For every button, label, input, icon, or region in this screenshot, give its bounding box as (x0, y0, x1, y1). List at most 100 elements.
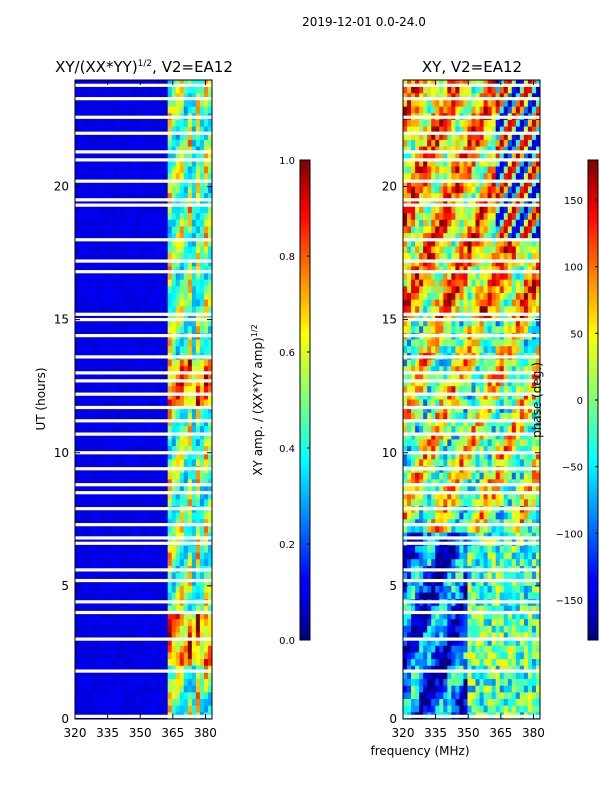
heatmap-cell (95, 585, 100, 593)
heatmap-cell (423, 133, 428, 141)
heatmap-cell (191, 86, 197, 94)
heatmap-cell (187, 419, 193, 427)
heatmap-cell (451, 186, 456, 194)
heatmap-cell (167, 186, 173, 194)
heatmap-cell (131, 286, 136, 294)
heatmap-cell (203, 399, 209, 407)
heatmap-cell (83, 572, 88, 580)
heatmap-cell (475, 346, 480, 354)
heatmap-cell (139, 273, 144, 281)
heatmap-cell (123, 605, 128, 613)
heatmap-cell (155, 259, 161, 267)
heatmap-cell (503, 106, 509, 114)
heatmap-cell (171, 173, 177, 181)
heatmap-cell (479, 366, 484, 374)
heatmap-cell (195, 153, 201, 161)
heatmap-cell (99, 472, 104, 480)
heatmap-cell (175, 266, 181, 274)
heatmap-cell (135, 665, 140, 673)
heatmap-cell (523, 106, 529, 114)
heatmap-cell (515, 253, 521, 261)
heatmap-cell (187, 319, 193, 327)
heatmap-cell (151, 326, 156, 334)
heatmap-cell (187, 492, 193, 500)
heatmap-cell (535, 206, 541, 214)
heatmap-cell (111, 173, 116, 181)
heatmap-cell (79, 705, 84, 713)
heatmap-cell (183, 213, 189, 221)
heatmap-cell (455, 259, 460, 267)
heatmap-cell (195, 572, 201, 580)
heatmap-cell (107, 632, 112, 640)
heatmap-cell (163, 519, 169, 527)
heatmap-cell (107, 679, 112, 687)
heatmap-cell (159, 545, 165, 553)
heatmap-cell (127, 286, 132, 294)
heatmap-cell (135, 652, 140, 660)
heatmap-cell (431, 199, 436, 207)
heatmap-cell (123, 93, 128, 101)
heatmap-cell (107, 479, 112, 487)
heatmap-cell (115, 472, 120, 480)
heatmap-cell (459, 259, 464, 267)
heatmap-cell (479, 126, 484, 134)
heatmap-cell (403, 186, 408, 194)
heatmap-cell (83, 326, 88, 334)
heatmap-cell (139, 179, 144, 187)
heatmap-cell (203, 592, 209, 600)
heatmap-cell (171, 619, 177, 627)
heatmap-cell (191, 545, 197, 553)
heatmap-cell (95, 452, 100, 460)
heatmap-cell (467, 199, 472, 207)
heatmap-cell (199, 119, 205, 127)
heatmap-cell (403, 213, 408, 221)
heatmap-cell (99, 486, 104, 494)
heatmap-cell (535, 339, 541, 347)
heatmap-cell (131, 133, 136, 141)
heatmap-cell (195, 86, 201, 94)
heatmap-cell (163, 119, 169, 127)
heatmap-cell (107, 552, 112, 560)
heatmap-cell (143, 459, 148, 467)
heatmap-cell (75, 419, 80, 427)
heatmap-cell (95, 306, 100, 314)
heatmap-cell (519, 226, 525, 234)
heatmap-cell (483, 346, 489, 354)
heatmap-cell (195, 426, 201, 434)
heatmap-cell (439, 219, 444, 227)
heatmap-cell (495, 173, 501, 181)
heatmap-cell (91, 432, 96, 440)
heatmap-cell (495, 226, 501, 234)
heatmap-cell (147, 552, 152, 560)
heatmap-cell (203, 133, 209, 141)
heatmap-cell (91, 412, 96, 420)
heatmap-cell (451, 299, 456, 307)
heatmap-cell (463, 239, 468, 247)
heatmap-cell (207, 173, 213, 181)
heatmap-cell (483, 146, 489, 154)
heatmap-cell (139, 652, 144, 660)
heatmap-cell (163, 705, 169, 713)
heatmap-cell (207, 572, 213, 580)
heatmap-cell (167, 139, 173, 147)
flagged-row (75, 483, 212, 487)
heatmap-cell (87, 659, 92, 667)
heatmap-cell (123, 532, 128, 540)
heatmap-cell (139, 492, 144, 500)
heatmap-cell (207, 486, 213, 494)
heatmap-cell (99, 399, 104, 407)
heatmap-cell (175, 605, 181, 613)
heatmap-cell (87, 459, 92, 467)
heatmap-cell (531, 233, 537, 241)
flagged-row (75, 198, 212, 202)
heatmap-cell (111, 379, 116, 387)
heatmap-cell (503, 80, 509, 88)
heatmap-cell (179, 545, 185, 553)
heatmap-cell (127, 659, 132, 667)
heatmap-cell (195, 293, 201, 301)
heatmap-cell (163, 199, 169, 207)
heatmap-cell (411, 372, 416, 380)
heatmap-cell (455, 119, 460, 127)
heatmap-cell (111, 246, 116, 254)
heatmap-cell (463, 259, 468, 267)
